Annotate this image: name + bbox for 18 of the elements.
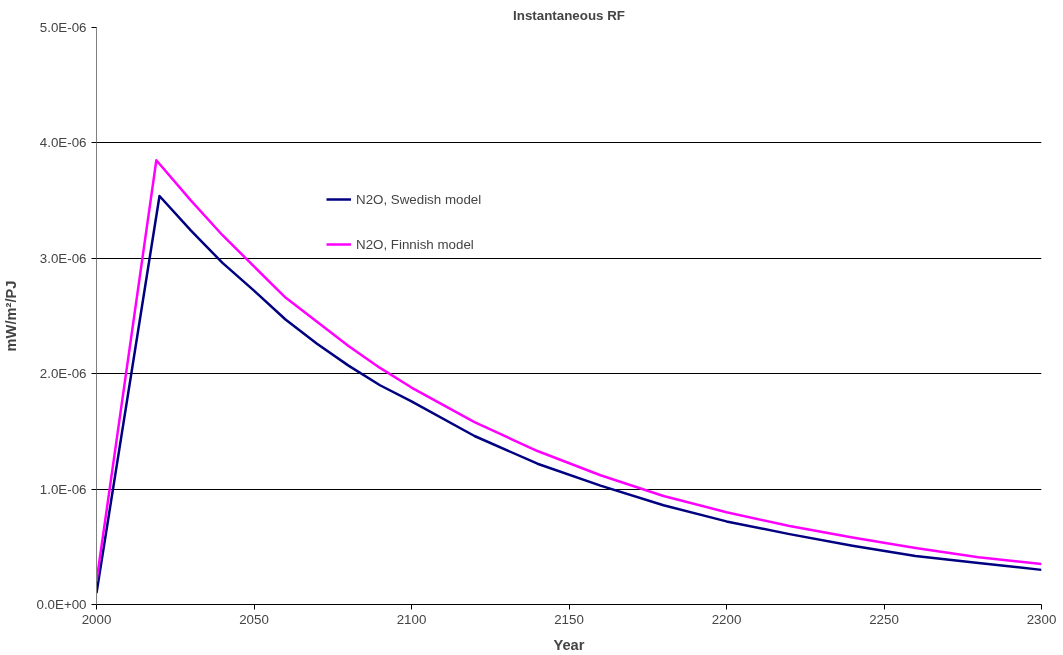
x-tick-label: 2150 (554, 611, 584, 627)
y-axis-title: mW/m²/PJ (3, 280, 20, 352)
y-tick-label: 0.0E+00 (36, 597, 87, 612)
x-tick-label: 2100 (396, 611, 427, 627)
x-tick-label: 2050 (239, 611, 269, 627)
legend-label: N2O, Swedish model (356, 191, 482, 207)
x-tick-label: 2000 (81, 611, 112, 627)
y-tick-label: 1.0E-06 (39, 481, 87, 497)
y-tick-label: 2.0E-06 (39, 366, 87, 382)
y-tick-label: 3.0E-06 (39, 250, 87, 266)
x-axis-title: Year (553, 636, 585, 653)
legend-label: N2O, Finnish model (356, 236, 474, 252)
y-tick-label: 5.0E-06 (39, 20, 87, 35)
chart-title: Instantaneous RF (513, 7, 625, 23)
x-tick-label: 2300 (1026, 611, 1057, 627)
x-tick-label: 2250 (869, 611, 899, 627)
x-tick-label: 2200 (711, 611, 742, 627)
y-tick-label: 4.0E-06 (39, 135, 87, 151)
